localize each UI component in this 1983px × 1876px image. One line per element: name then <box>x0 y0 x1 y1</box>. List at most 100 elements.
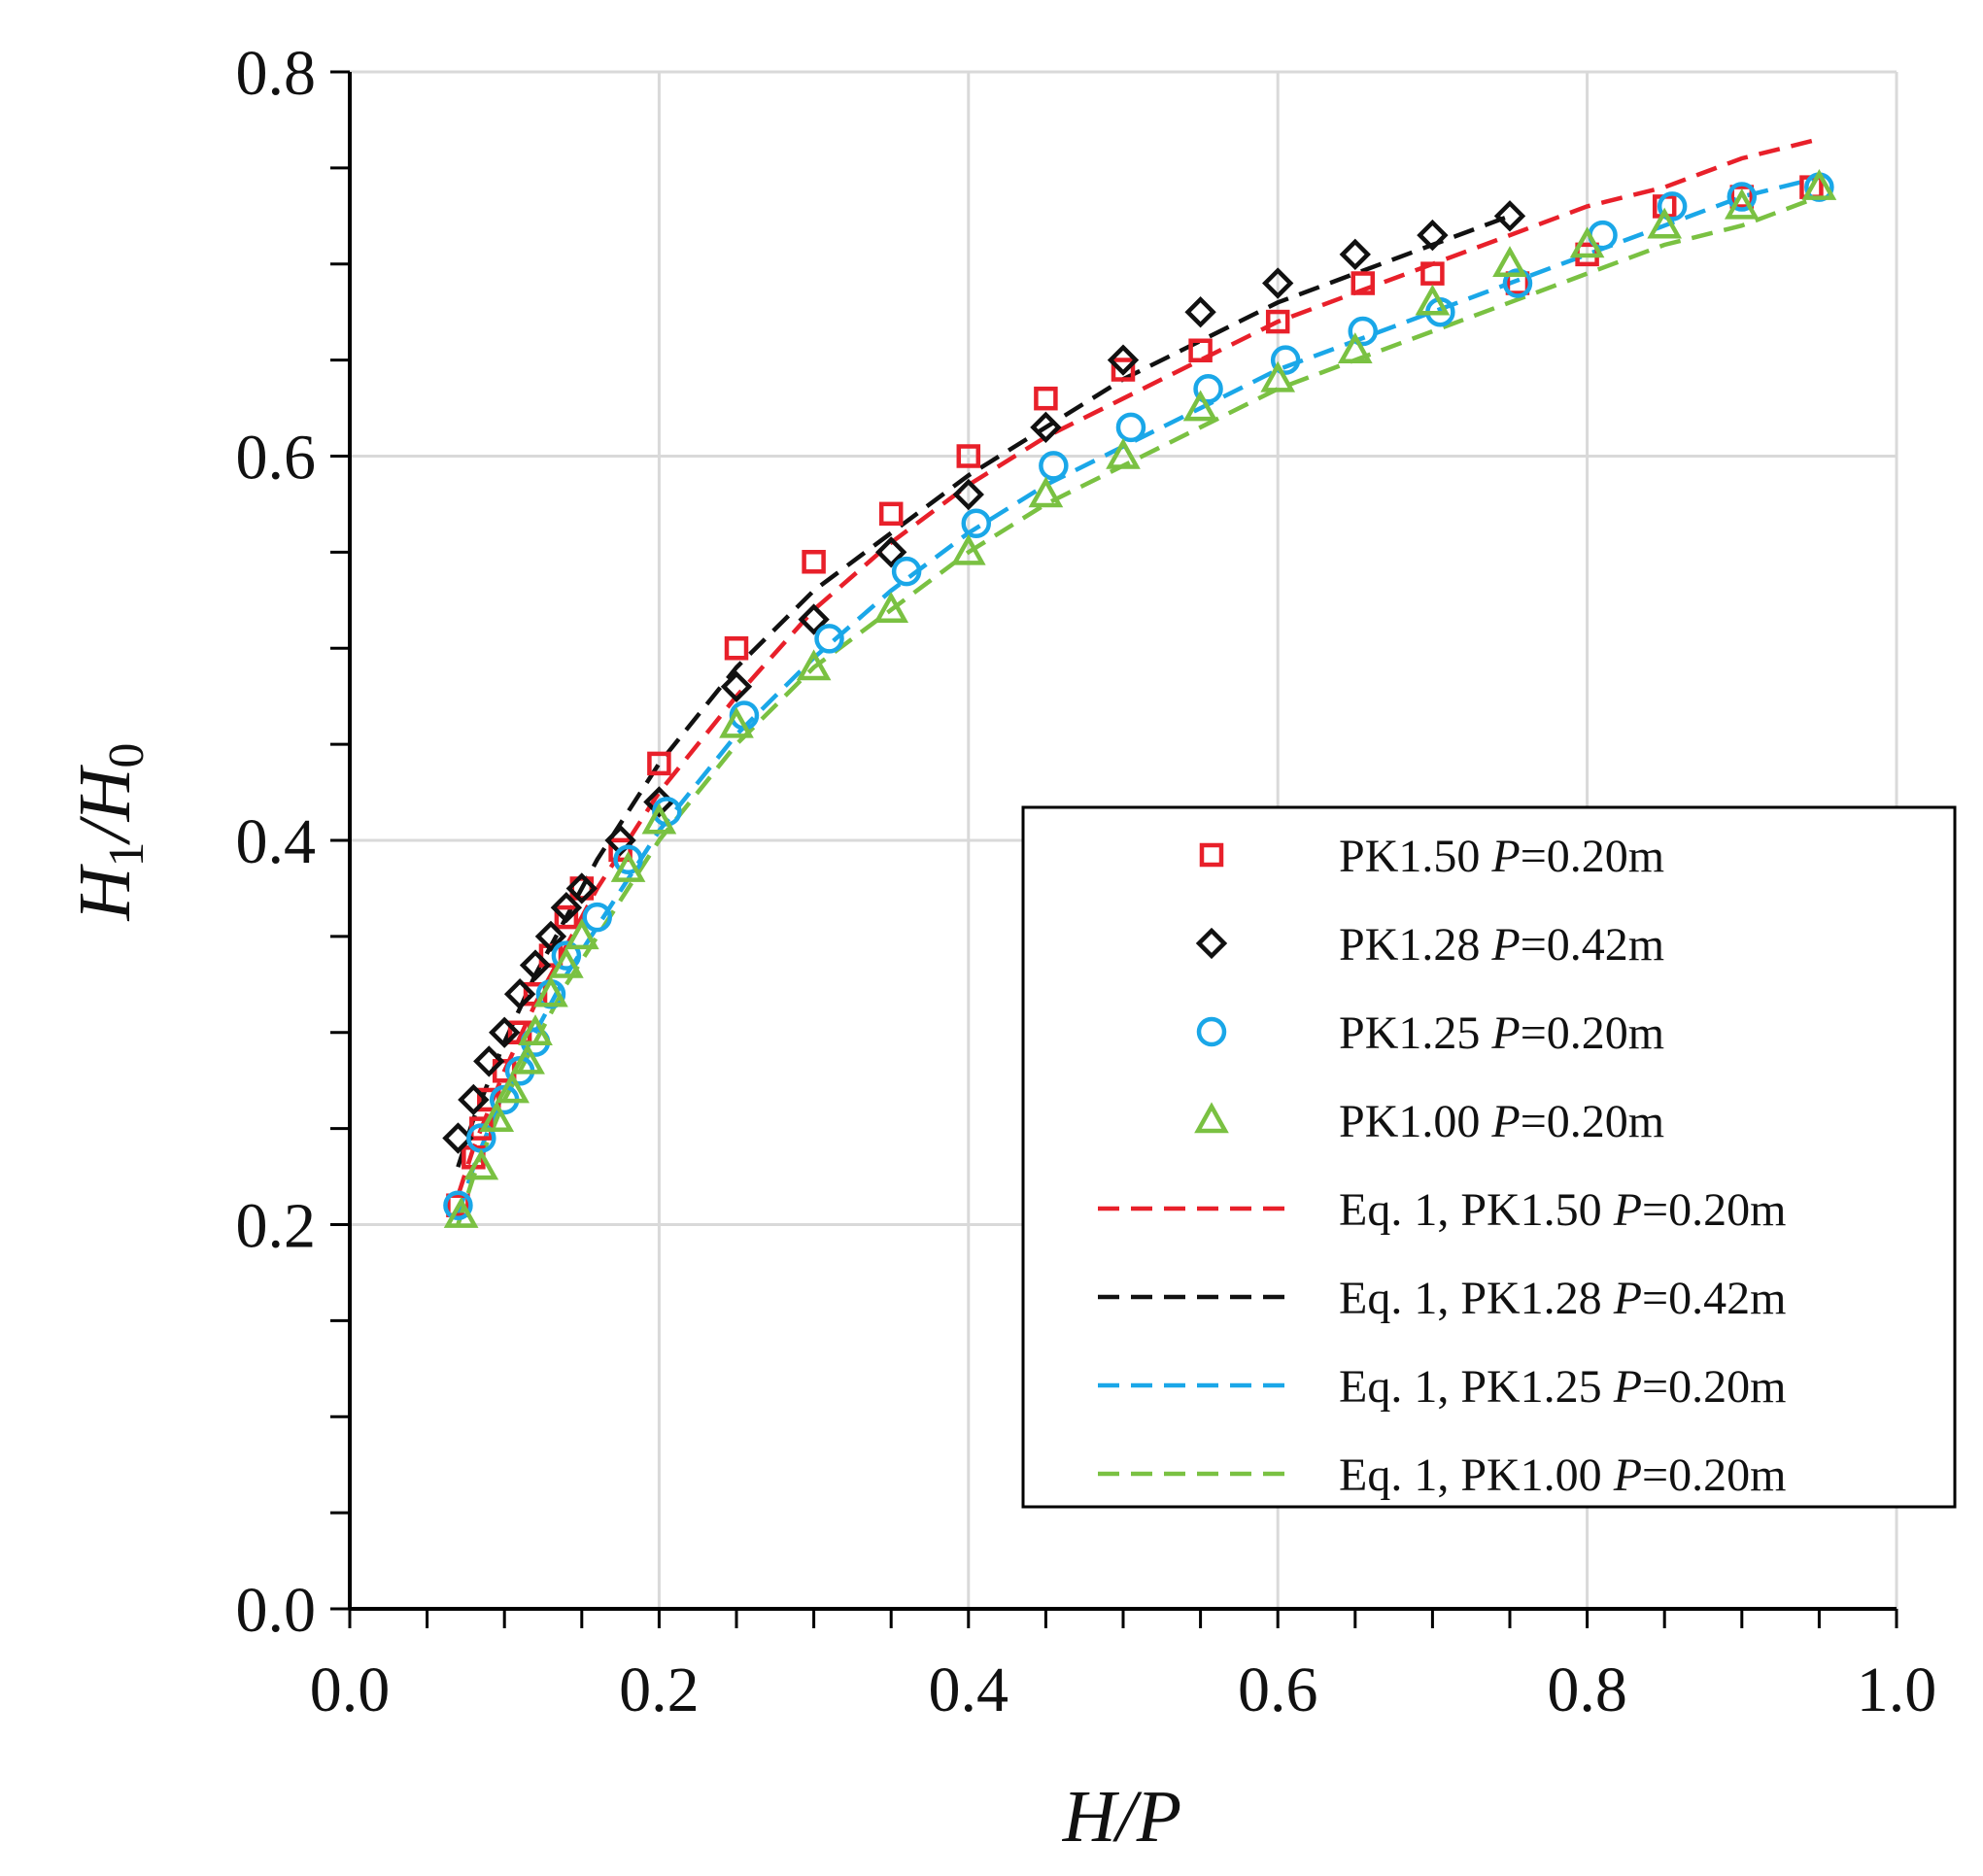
y-axis-title-sub2: 0 <box>99 743 154 768</box>
data-point-3 <box>1647 207 1683 239</box>
legend-label-suffix: =0.20m <box>1642 1361 1786 1413</box>
legend-box <box>1021 805 1957 1509</box>
data-point-2 <box>613 844 643 875</box>
legend-label-var: P <box>1613 1361 1642 1413</box>
legend-label-var: P <box>1613 1273 1642 1324</box>
ticks <box>330 70 1898 1628</box>
legend-label-prefix: Eq. 1, PK1.00 <box>1339 1450 1614 1501</box>
data-point-0 <box>647 751 671 776</box>
data-point-2 <box>1657 191 1688 222</box>
data-point-3 <box>479 1101 515 1132</box>
legend-label-var: P <box>1490 1096 1520 1147</box>
data-point-3 <box>873 592 909 623</box>
data-point-3 <box>641 802 677 835</box>
data-point-3 <box>719 706 754 738</box>
y-axis-title-sub1: 1 <box>99 842 154 868</box>
data-point-0 <box>1111 358 1136 382</box>
legend-label-3: PK1.00 P=0.20m <box>1339 1096 1664 1147</box>
data-markers <box>442 169 1837 1228</box>
legend-label-var: P <box>1490 1007 1520 1059</box>
data-point-3 <box>549 946 584 978</box>
y-axis-title: H1/H0 <box>64 743 154 922</box>
x-tick-label: 0.6 <box>1238 1654 1318 1725</box>
data-point-1 <box>720 670 753 702</box>
legend-label-suffix: =0.42m <box>1521 919 1664 971</box>
legend-label-1: PK1.28 P=0.42m <box>1339 919 1664 971</box>
fit-line-7 <box>456 194 1821 1226</box>
legend-symbol-1 <box>1195 927 1228 960</box>
data-point-2 <box>1348 316 1379 347</box>
data-point-0 <box>1265 309 1290 334</box>
data-point-3 <box>533 975 568 1007</box>
legend-label-prefix: Eq. 1, PK1.25 <box>1339 1361 1614 1413</box>
data-point-1 <box>489 1016 521 1048</box>
legend-label-suffix: =0.20m <box>1642 1450 1786 1501</box>
x-tick-label: 0.8 <box>1547 1654 1627 1725</box>
data-point-1 <box>952 478 984 511</box>
data-point-1 <box>604 824 636 857</box>
legend-label-var: P <box>1490 831 1520 882</box>
x-tick-label: 0.2 <box>619 1654 700 1725</box>
data-point-0 <box>1034 386 1058 411</box>
data-point-2 <box>1727 182 1758 212</box>
legend-label-prefix: Eq. 1, PK1.28 <box>1339 1273 1614 1324</box>
y-axis-title-sep: /H <box>64 764 146 845</box>
data-point-0 <box>608 837 633 863</box>
data-point-1 <box>1030 411 1062 444</box>
data-point-3 <box>796 649 832 681</box>
x-tick-label: 0.4 <box>929 1654 1009 1725</box>
legend-label-4: Eq. 1, PK1.50 P=0.20m <box>1339 1184 1786 1236</box>
legend-label-0: PK1.50 P=0.20m <box>1339 831 1664 882</box>
data-point-1 <box>550 892 583 924</box>
legend-label-var: P <box>1613 1450 1642 1501</box>
data-point-2 <box>891 556 922 587</box>
data-point-2 <box>443 1190 473 1220</box>
legend-label-prefix: Eq. 1, PK1.50 <box>1339 1184 1614 1236</box>
data-point-1 <box>503 978 536 1010</box>
data-point-1 <box>473 1045 505 1077</box>
data-point-3 <box>1724 188 1760 220</box>
data-point-3 <box>1569 226 1605 258</box>
x-tick-label: 0.0 <box>310 1654 391 1725</box>
data-point-3 <box>1415 284 1451 316</box>
y-tick-label: 0.4 <box>236 806 317 877</box>
tick-labels: 0.0 0.2 0.4 0.6 0.8 1.0 0.0 0.2 0.4 0.6 0.8 <box>236 38 1937 1725</box>
y-tick-label: 0.2 <box>236 1191 317 1262</box>
legend-label-suffix: =0.42m <box>1642 1273 1786 1324</box>
x-axis-title: H/P <box>1062 1776 1181 1858</box>
data-point-0 <box>802 550 826 574</box>
data-point-1 <box>519 949 552 981</box>
data-point-3 <box>443 1197 479 1228</box>
data-point-2 <box>1039 451 1069 481</box>
data-point-1 <box>1262 267 1294 299</box>
legend: PK1.50 P=0.20m PK1.28 P=0.42m PK1.25 P=0.2… <box>1021 805 1957 1509</box>
data-point-2 <box>1193 374 1223 404</box>
data-point-3 <box>495 1072 530 1104</box>
data-point-3 <box>510 1042 545 1074</box>
data-point-0 <box>1188 338 1213 362</box>
data-point-2 <box>1502 268 1533 298</box>
y-tick-label: 0.0 <box>236 1575 317 1646</box>
data-point-0 <box>878 501 904 527</box>
legend-label-2: PK1.25 P=0.20m <box>1339 1007 1664 1059</box>
fit-line-4 <box>456 137 1820 1197</box>
data-point-1 <box>1339 238 1371 271</box>
y-tick-label: 0.8 <box>236 38 317 109</box>
legend-label-6: Eq. 1, PK1.25 P=0.20m <box>1339 1361 1786 1413</box>
data-point-1 <box>565 872 598 904</box>
y-axis-title-main: H <box>64 863 146 921</box>
data-point-0 <box>446 1193 470 1217</box>
legend-symbol-2 <box>1196 1016 1227 1047</box>
legend-label-suffix: =0.20m <box>1521 1007 1664 1059</box>
y-tick-label: 0.6 <box>236 423 317 494</box>
legend-label-prefix: PK1.00 <box>1339 1096 1491 1147</box>
data-point-1 <box>1107 344 1140 376</box>
data-point-1 <box>1184 296 1216 328</box>
legend-symbol-0 <box>1199 842 1224 868</box>
data-point-3 <box>950 533 986 565</box>
data-point-1 <box>798 603 830 635</box>
legend-label-var: P <box>1490 919 1520 971</box>
data-point-0 <box>1729 185 1755 209</box>
data-point-3 <box>1492 246 1527 277</box>
